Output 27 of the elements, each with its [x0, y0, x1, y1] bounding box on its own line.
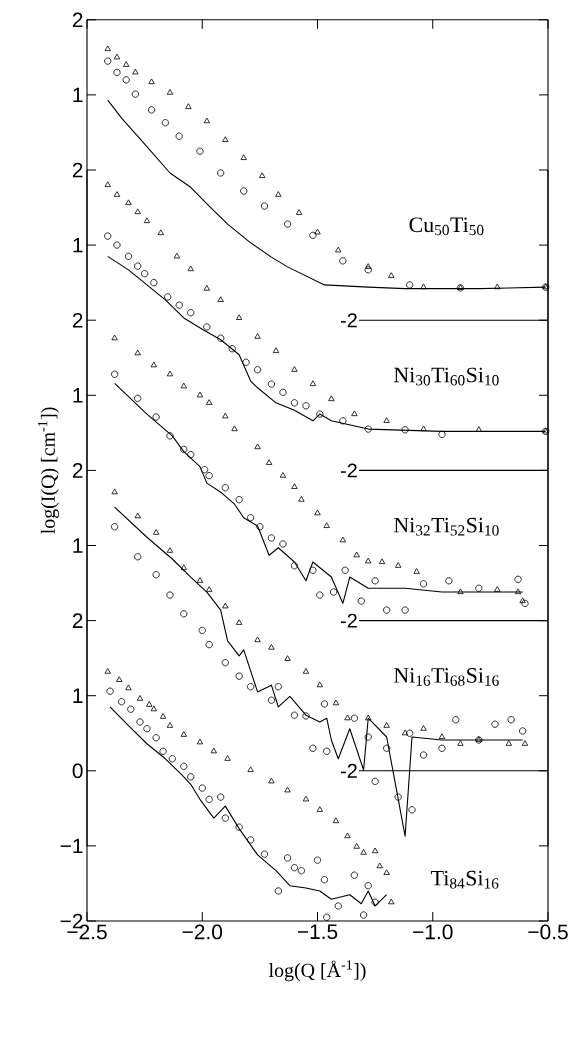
- y-tick-label: 2: [72, 312, 83, 328]
- y-tick-label: 2: [72, 12, 83, 28]
- y-tick-label: 0: [72, 763, 83, 779]
- y-tick-label: 1: [73, 688, 83, 703]
- ref-line-label: -2: [340, 463, 357, 478]
- x-tick-label: −2.0: [182, 924, 223, 940]
- ref-line-label: -2: [340, 313, 357, 328]
- annotation: Ni$_{30}$Ti$_{60}$Si$_{10}$: [393, 367, 499, 386]
- y-tick-label: 1: [73, 237, 83, 253]
- y-tick-label: 2: [72, 613, 83, 628]
- x-tick-label: −0.5: [528, 924, 568, 940]
- ref-line-label: -2: [340, 763, 357, 778]
- annotation: Ni$_{32}$Ti$_{52}$Si$_{10}$: [393, 517, 499, 536]
- annotation: Cu$_{50}$Ti$_{50}$: [409, 217, 484, 236]
- x-tick-label: −1.0: [413, 924, 453, 940]
- y-tick-label: 2: [72, 162, 83, 178]
- annotation: Ti$_{84}$Si$_{16}$: [431, 870, 499, 889]
- ref-line-label: -2: [340, 613, 357, 628]
- y-tick-label: 1: [73, 87, 83, 103]
- annotation: Ni$_{16}$Ti$_{68}$Si$_{16}$: [393, 668, 499, 686]
- x-axis-title: log(Q [Å$^{-1}$]): [268, 960, 366, 982]
- y-tick-label: 1: [73, 388, 83, 403]
- y-tick-label: 1: [73, 538, 83, 553]
- x-tick-label: −1.5: [297, 924, 338, 940]
- y-axis-title: log(I(Q) [cm$^{-1}$]): [37, 407, 59, 534]
- y-tick-label: −1: [60, 838, 83, 854]
- y-tick-label: 2: [72, 463, 83, 478]
